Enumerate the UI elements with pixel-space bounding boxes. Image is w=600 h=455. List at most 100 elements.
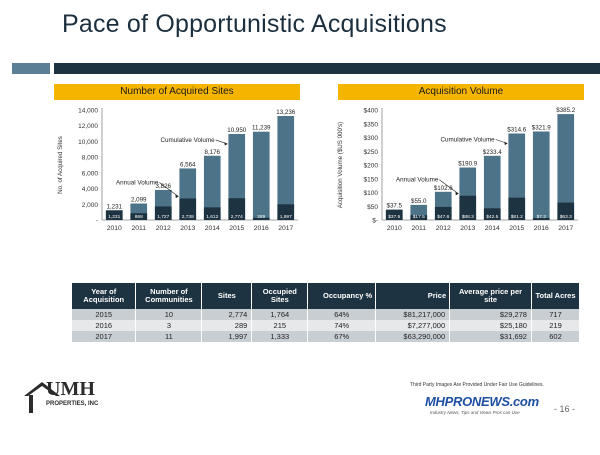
sites-y-tick-label: 14,000 xyxy=(78,108,98,115)
sites-annual-label: 1,997 xyxy=(280,214,292,220)
table-cell: 1,764 xyxy=(251,309,309,320)
volume-y-tick-label: $300 xyxy=(364,135,379,142)
table-cell: 67% xyxy=(307,331,377,342)
volume-x-tick-label: 2015 xyxy=(509,225,524,232)
sites-chart: - 2,000 4,000 6,000 8,000 10,000 12,000 14,000 N… xyxy=(57,108,298,232)
table-cell: 3 xyxy=(135,320,203,331)
sites-cumulative-label: 1,231 xyxy=(107,203,123,210)
volume-cumulative-label: $102.6 xyxy=(434,185,453,192)
sites-y-axis-label: No. of Acquired Sites xyxy=(57,136,64,194)
header-accent-bar xyxy=(12,63,50,74)
volume-annual-label: $7.3 xyxy=(537,214,547,220)
sites-x-tick-label: 2017 xyxy=(278,225,293,232)
volume-annual-bar xyxy=(434,206,452,220)
table-cell: $7,277,000 xyxy=(375,320,451,331)
table-header-cell: Sites xyxy=(201,283,253,309)
volume-annual-label: $17.5 xyxy=(413,214,425,220)
table-cell: 215 xyxy=(251,320,309,331)
sites-cumulative-label: 3,826 xyxy=(156,183,172,190)
sites-annotation-arrow xyxy=(159,182,179,197)
table-cell: $63,290,000 xyxy=(375,331,451,342)
volume-y-tick-label: $150 xyxy=(364,176,379,183)
sites-x-tick-label: 2010 xyxy=(107,225,122,232)
sites-cumulative-label: 10,950 xyxy=(227,127,246,134)
volume-cumulative-label: $233.4 xyxy=(483,149,502,156)
volume-y-axis-label: Acquisition Volume ($US 000's) xyxy=(337,122,344,208)
volume-cumulative-label: $321.9 xyxy=(532,124,551,131)
table-cell: 717 xyxy=(531,309,581,320)
table-header-cell: Occupied Sites xyxy=(251,283,309,309)
logo-name: UMH xyxy=(46,378,95,400)
volume-y-tick-label: $- xyxy=(372,218,378,225)
sites-cumulative-label: 13,236 xyxy=(276,109,295,116)
sites-arrowhead-icon xyxy=(175,194,179,199)
logo-roof-icon xyxy=(24,382,60,396)
table-header-cell: Price xyxy=(375,283,451,309)
table-header-cell: Total Acres xyxy=(531,283,581,309)
volume-annotation: Cumulative Volume xyxy=(440,136,495,143)
table-header-row: Year of Acquisition Number of Communities… xyxy=(72,283,581,309)
sites-annotation: Cumulative Volume xyxy=(160,137,215,144)
volume-annual-label: $88.3 xyxy=(462,214,474,220)
volume-annual-bar xyxy=(385,209,403,220)
sites-annual-label: 289 xyxy=(257,214,265,220)
sites-annual-label: 1,231 xyxy=(108,214,120,220)
table-cell: 2017 xyxy=(72,331,137,342)
sites-y-tick-label: 4,000 xyxy=(82,186,99,193)
sites-annual-bar xyxy=(179,198,197,220)
table-header-cell: Average price per site xyxy=(449,283,532,309)
logo-subtitle: PROPERTIES, INC xyxy=(46,401,99,407)
table-cell: 2,774 xyxy=(201,309,253,320)
volume-annual-bar xyxy=(532,217,550,220)
volume-x-tick-label: 2014 xyxy=(485,225,500,232)
table-cell: 219 xyxy=(531,320,581,331)
table-cell: $25,180 xyxy=(449,320,532,331)
volume-annual-bar xyxy=(557,202,575,220)
volume-annotation-arrow xyxy=(439,179,459,194)
volume-cumulative-bar xyxy=(483,155,501,220)
sites-x-tick-label: 2012 xyxy=(156,225,171,232)
volume-y-tick-label: $50 xyxy=(367,204,378,211)
volume-y-tick-label: $200 xyxy=(364,163,379,170)
table-cell: 74% xyxy=(307,320,377,331)
sites-x-tick-label: 2016 xyxy=(254,225,269,232)
sites-x-tick-label: 2011 xyxy=(131,225,146,232)
table-cell: 1,333 xyxy=(251,331,309,342)
sites-y-tick-label: 6,000 xyxy=(82,170,99,177)
sites-x-tick-label: 2015 xyxy=(229,225,244,232)
volume-annual-bar xyxy=(410,215,428,220)
volume-arrowhead-icon xyxy=(504,141,508,146)
sites-annual-bar xyxy=(130,213,148,220)
sites-x-tick-label: 2013 xyxy=(180,225,195,232)
table-cell: 10 xyxy=(135,309,203,320)
volume-x-tick-label: 2016 xyxy=(534,225,549,232)
sites-annual-label: 1,727 xyxy=(157,214,169,220)
mhpronews-tagline: Industry News, Tips and Views Pros can U… xyxy=(430,410,520,415)
table-cell: 602 xyxy=(531,331,581,342)
fair-use-notice: Third Party Images Are Provided Under Fa… xyxy=(410,382,544,388)
volume-arrowhead-icon xyxy=(455,191,459,196)
table-cell: $29,278 xyxy=(449,309,532,320)
sites-cumulative-bar xyxy=(203,155,221,220)
sites-annual-bar xyxy=(105,210,123,220)
sites-annual-label: 2,738 xyxy=(182,214,194,220)
table-row: 2016 3 289 215 74% $7,277,000 $25,180 219 xyxy=(72,320,581,331)
table-cell: $81,217,000 xyxy=(375,309,451,320)
sites-annual-bar xyxy=(154,206,172,220)
sites-y-tick-label: 8,000 xyxy=(82,155,99,162)
sites-x-tick-label: 2014 xyxy=(205,225,220,232)
volume-annual-bar xyxy=(508,197,526,220)
volume-cumulative-label: $385.2 xyxy=(556,107,575,114)
sites-annual-bar xyxy=(203,207,221,220)
sites-annual-label: 868 xyxy=(135,214,143,220)
table-cell: 2015 xyxy=(72,309,137,320)
sites-cumulative-label: 6,564 xyxy=(180,161,196,168)
table-cell: 2016 xyxy=(72,320,137,331)
table-header-cell: Number of Communities xyxy=(135,283,203,309)
table-header-cell: Year of Acquisition xyxy=(72,283,137,309)
volume-annual-label: $42.5 xyxy=(486,214,498,220)
volume-x-tick-label: 2012 xyxy=(436,225,451,232)
page-number: - 16 - xyxy=(554,404,576,414)
sites-cumulative-label: 2,099 xyxy=(131,197,147,204)
volume-annual-label: $81.2 xyxy=(511,214,523,220)
